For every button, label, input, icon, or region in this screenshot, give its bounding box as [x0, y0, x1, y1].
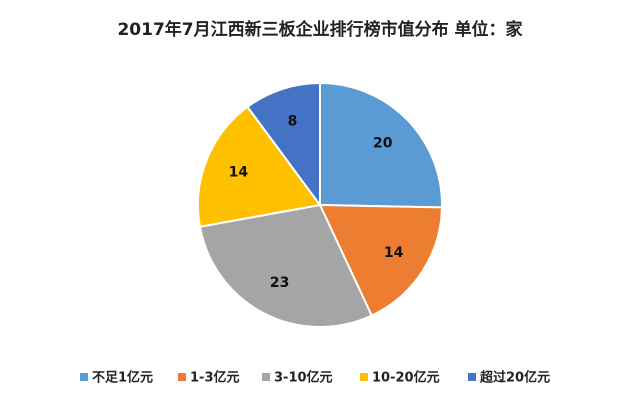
value-label: 23: [270, 275, 289, 291]
legend-label: 10-20亿元: [372, 370, 440, 386]
value-label: 14: [384, 245, 404, 261]
pie-slice: [318, 203, 443, 317]
legend-swatch: [468, 373, 476, 381]
legend-label: 不足1亿元: [92, 370, 153, 386]
pie-slice: [197, 105, 322, 228]
legend-swatch: [178, 373, 186, 381]
legend-label: 超过20亿元: [480, 370, 550, 386]
legend-label: 1-3亿元: [190, 370, 240, 386]
chart-title: 2017年7月江西新三板企业排行榜市值分布 单位：家: [117, 19, 522, 40]
pie-slice: [246, 81, 321, 209]
value-label: 14: [229, 165, 249, 181]
pie-slice: [198, 203, 374, 328]
legend-swatch: [80, 373, 88, 381]
legend-swatch: [360, 373, 368, 381]
pie-slice: [319, 81, 443, 209]
value-label: 20: [373, 136, 393, 152]
legend-swatch: [262, 373, 270, 381]
value-label: 8: [288, 114, 298, 130]
legend-label: 3-10亿元: [274, 370, 333, 386]
